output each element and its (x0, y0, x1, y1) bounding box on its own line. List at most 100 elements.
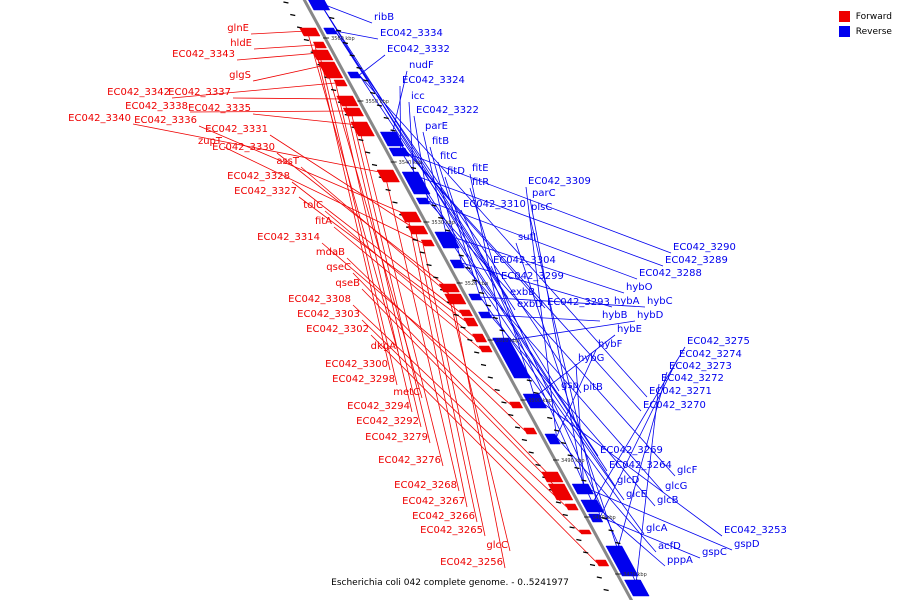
forward-gene-feature (420, 239, 435, 247)
reverse-gene-feature (605, 545, 639, 577)
minor-tick (574, 466, 580, 470)
minor-tick (283, 1, 289, 4)
reverse-gene-label: hybB (602, 310, 628, 321)
reverse-gene-feature (449, 259, 465, 269)
legend-item-forward: Forward (838, 9, 892, 24)
forward-gene-feature (312, 41, 327, 49)
minor-tick (492, 316, 498, 320)
minor-tick (465, 266, 471, 270)
forward-gene-label: EC042_3308 (288, 294, 351, 305)
scale-tick-label: 3540 kbp (399, 160, 423, 166)
scale-tick-label: 3480 kbp (592, 515, 616, 521)
forward-connector (318, 52, 398, 386)
forward-connector (189, 110, 351, 113)
forward-gene-label: zupT (198, 136, 223, 147)
minor-tick (521, 438, 528, 442)
forward-connector (223, 146, 423, 244)
forward-connector (346, 257, 526, 432)
forward-gene-feature (478, 345, 493, 353)
forward-connector (300, 166, 453, 298)
forward-gene-feature (336, 95, 359, 107)
reverse-gene-label: EC042_3309 (528, 176, 591, 187)
forward-gene-label: mdaB (316, 247, 345, 258)
forward-gene-label: EC042_3279 (365, 432, 428, 443)
genome-backbone (283, 0, 648, 600)
reverse-gene-feature (522, 393, 548, 409)
forward-gene-feature (541, 471, 564, 483)
forward-gene-label: glgS (229, 70, 251, 81)
forward-gene-label: EC042_3267 (402, 496, 465, 507)
reverse-gene-label: EC042_3332 (387, 44, 450, 55)
forward-gene-label: EC042_3265 (420, 525, 483, 536)
forward-gene-feature (458, 309, 474, 317)
minor-tick (555, 501, 562, 504)
minor-tick (553, 429, 560, 432)
forward-gene-label: EC042_3338 (125, 101, 188, 112)
reverse-connector (583, 486, 733, 551)
forward-gene-label: EC042_3314 (257, 232, 320, 243)
reverse-gene-label: exbD (517, 299, 543, 310)
reverse-connector (334, 30, 509, 299)
forward-gene-feature (376, 169, 400, 183)
reverse-gene-feature (544, 433, 561, 445)
reverse-connector (319, 2, 373, 24)
scale-tick-label: 3500 kbp (528, 398, 552, 404)
minor-tick (608, 529, 614, 532)
reverse-gene-feature (468, 293, 483, 301)
minor-tick (371, 163, 378, 167)
reverse-gene-label: gspD (734, 539, 760, 550)
reverse-connector (479, 296, 625, 501)
minor-tick (458, 254, 464, 257)
minor-tick (480, 363, 487, 367)
reverse-gene-label: parE (425, 121, 448, 132)
reverse-connector (617, 371, 668, 550)
minor-tick (567, 454, 573, 457)
forward-gene-label: EC042_3292 (356, 416, 419, 427)
forward-gene-label: assT (276, 156, 300, 167)
reverse-gene-label: glcG (665, 481, 687, 492)
reverse-gene-label: nudF (409, 60, 434, 71)
minor-tick (576, 538, 582, 542)
reverse-gene-feature (434, 231, 460, 249)
minor-tick (601, 516, 607, 520)
minor-tick (410, 166, 417, 170)
reverse-gene-label: EC042_3269 (600, 445, 663, 456)
reverse-gene-label: ribB (374, 12, 394, 23)
reverse-connector (358, 74, 648, 398)
forward-gene-label: EC042_3335 (188, 103, 251, 114)
reverse-connector (446, 234, 616, 487)
minor-tick (335, 29, 342, 32)
minor-tick (303, 38, 310, 42)
minor-tick (460, 326, 466, 329)
reverse-gene-label: EC042_3271 (649, 386, 712, 397)
minor-tick (419, 251, 425, 254)
gene-labels: glnEhldEEC042_3343glgSEC042_3342EC042_33… (68, 12, 787, 568)
genome-caption: Escherichia coli 042 complete genome. - … (331, 578, 569, 588)
forward-gene-feature (523, 427, 538, 435)
reverse-connector (504, 320, 636, 342)
minor-tick (569, 526, 575, 529)
reverse-gene-label: EC042_3275 (687, 336, 750, 347)
reverse-gene-label: parC (532, 188, 556, 199)
forward-gene-label: qseB (335, 278, 360, 289)
reverse-gene-label: glcE (626, 489, 647, 500)
forward-gene-feature (399, 211, 422, 223)
reverse-connector (413, 174, 608, 472)
minor-tick (453, 313, 459, 317)
forward-gene-label: EC042_3266 (412, 511, 475, 522)
reverse-gene-feature (477, 311, 493, 319)
forward-gene-label: EC042_3327 (234, 186, 297, 197)
legend-label-forward: Forward (855, 11, 892, 22)
forward-connector (343, 98, 422, 428)
forward-gene-label: EC042_3302 (306, 324, 369, 335)
minor-tick (583, 551, 589, 554)
reverse-gene-label: EC042_3274 (679, 349, 742, 360)
reverse-gene-feature (588, 513, 604, 523)
forward-connector (352, 272, 550, 476)
scale-tick-label: 3560 kbp (331, 36, 355, 42)
forward-gene-feature (342, 107, 365, 117)
minor-tick (329, 16, 335, 20)
reverse-gene-label: EC042_3299 (501, 271, 564, 282)
minor-tick (349, 54, 355, 57)
forward-connector (352, 304, 567, 508)
